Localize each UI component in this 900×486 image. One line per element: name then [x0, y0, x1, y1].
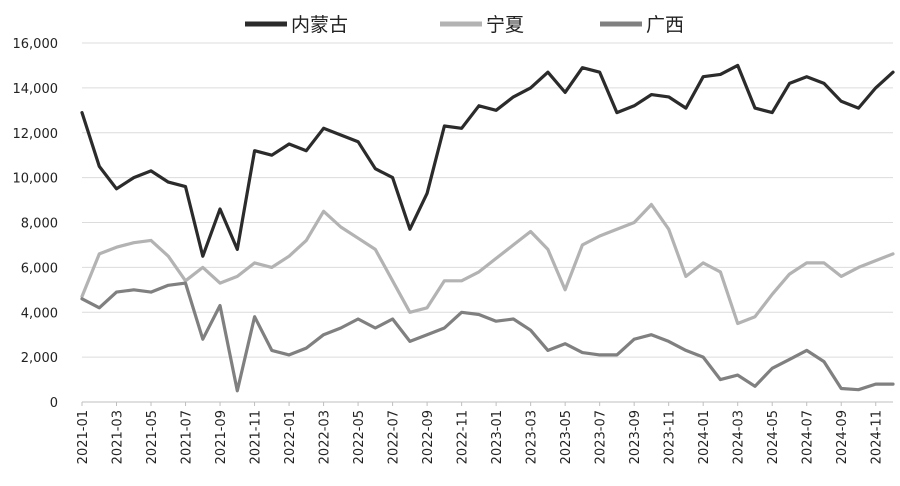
x-tick-label: 2024-03	[732, 410, 747, 464]
y-tick-label: 4,000	[21, 306, 58, 321]
y-tick-label: 12,000	[13, 127, 59, 142]
plot-area	[80, 63, 895, 393]
x-tick-label: 2021-11	[249, 410, 264, 464]
x-tick-label: 2023-01	[490, 410, 505, 464]
y-tick-label: 2,000	[21, 351, 58, 366]
x-tick-label: 2021-09	[214, 410, 229, 464]
series-line-2	[80, 202, 895, 326]
x-axis: 2021-01 2021-03 2021-05 2021-07 2021-09 2021-…	[76, 402, 885, 464]
y-tick-label: 10,000	[13, 172, 59, 187]
x-tick-label: 2022-05	[352, 410, 367, 464]
x-tick-label: 2023-07	[594, 410, 609, 464]
x-tick-label: 2022-09	[421, 410, 436, 464]
legend-label-3: 广西	[646, 14, 684, 36]
y-tick-label: 14,000	[13, 82, 59, 97]
legend: 内蒙古 宁夏 广西	[245, 14, 684, 36]
y-tick-label: 16,000	[13, 37, 59, 52]
x-tick-label: 2021-01	[76, 410, 91, 464]
series-line-3	[80, 281, 895, 393]
x-tick-label: 2022-01	[283, 410, 298, 464]
x-tick-label: 2024-01	[697, 410, 712, 464]
x-tick-label: 2024-05	[766, 410, 781, 464]
y-tick-label: 0	[50, 396, 58, 411]
x-tick-label: 2021-03	[111, 410, 126, 464]
x-tick-label: 2021-07	[180, 410, 195, 464]
x-tick-label: 2021-05	[145, 410, 160, 464]
x-tick-label: 2022-11	[456, 410, 471, 464]
legend-label-2: 宁夏	[486, 14, 524, 36]
x-tick-label: 2022-03	[318, 410, 333, 464]
y-tick-label: 6,000	[21, 261, 58, 276]
x-tick-label: 2023-03	[525, 410, 540, 464]
gridlines	[82, 42, 893, 403]
x-tick-label: 2024-11	[870, 410, 885, 464]
legend-label-1: 内蒙古	[291, 14, 348, 36]
x-tick-label: 2023-05	[559, 410, 574, 464]
x-tick-label: 2024-07	[801, 410, 816, 464]
x-tick-label: 2024-09	[835, 410, 850, 464]
x-tick-label: 2023-09	[628, 410, 643, 464]
x-tick-label: 2023-11	[663, 410, 678, 464]
series-line-1	[80, 63, 895, 258]
y-tick-label: 8,000	[21, 217, 58, 232]
y-axis: 16,000 14,000 12,000 10,000 8,000 6,000 4,000 2…	[13, 37, 59, 411]
x-tick-label: 2022-07	[387, 410, 402, 464]
